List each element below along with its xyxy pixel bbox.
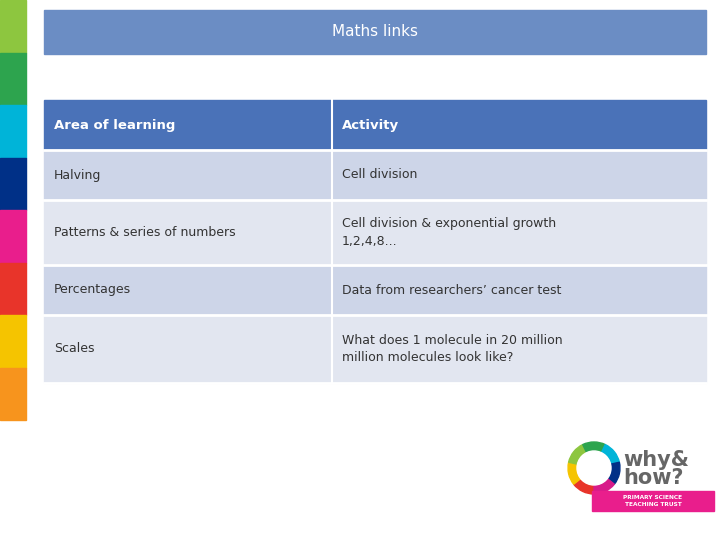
Bar [0,368,26,420]
Circle shape [577,451,611,485]
Text: Percentages: Percentages [54,284,131,296]
Wedge shape [568,462,581,484]
Bar [44,10,706,54]
Bar [0,158,26,210]
Text: Scales: Scales [54,342,94,355]
Text: Halving: Halving [54,168,102,181]
Bar [0,210,26,262]
Text: PRIMARY SCIENCE
TEACHING TRUST: PRIMARY SCIENCE TEACHING TRUST [624,495,683,507]
Bar [44,315,706,383]
Bar [44,265,706,315]
Wedge shape [601,444,619,464]
Text: Area of learning: Area of learning [54,118,176,132]
Bar [0,105,26,158]
Bar [44,100,706,150]
Text: Cell division & exponential growth
1,2,4,8...: Cell division & exponential growth 1,2,4… [342,217,556,248]
Text: Data from researchers’ cancer test: Data from researchers’ cancer test [342,284,562,296]
Wedge shape [574,478,594,494]
Bar [0,0,26,52]
Wedge shape [582,442,606,453]
Bar [0,262,26,315]
Wedge shape [594,478,614,494]
Bar [0,315,26,368]
Text: Cell division: Cell division [342,168,418,181]
Bar [592,491,714,511]
Text: Activity: Activity [342,118,399,132]
Text: how?: how? [623,468,683,488]
Bar [0,52,26,105]
Wedge shape [569,444,587,464]
Bar [44,150,706,200]
Text: Maths links: Maths links [332,24,418,39]
Text: why&: why& [623,450,689,470]
Text: Patterns & series of numbers: Patterns & series of numbers [54,226,235,239]
Text: What does 1 molecule in 20 million
million molecules look like?: What does 1 molecule in 20 million milli… [342,334,562,364]
Bar [44,200,706,265]
Wedge shape [607,462,620,484]
